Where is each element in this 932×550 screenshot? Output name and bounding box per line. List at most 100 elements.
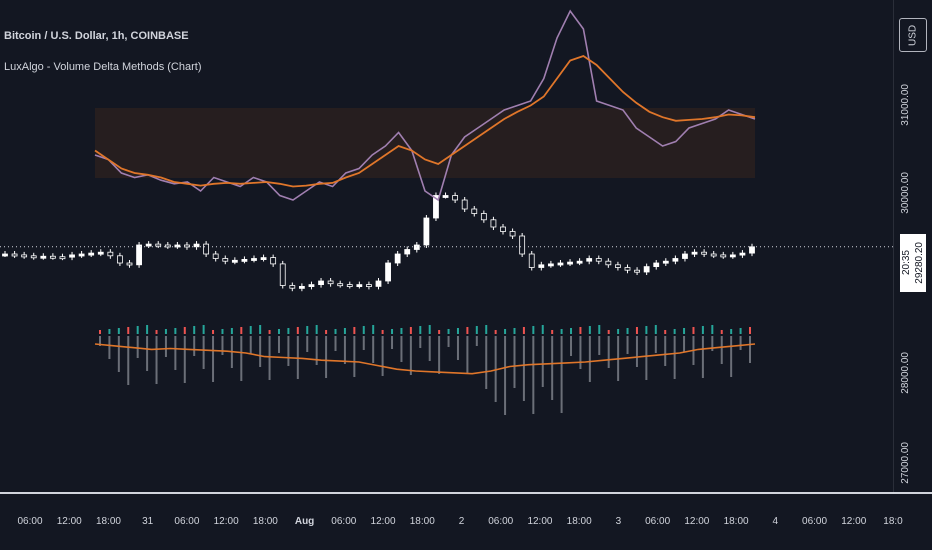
volume-bar-positive — [466, 327, 469, 334]
volume-bar-negative — [315, 336, 318, 365]
candle-body — [21, 254, 28, 258]
time-axis-label: 18:00 — [252, 516, 278, 527]
candle-body — [586, 258, 593, 262]
volume-bar-positive — [730, 329, 733, 334]
volume-bar-negative — [466, 336, 469, 373]
volume-bar-positive — [268, 330, 271, 334]
volume-bar-positive — [372, 325, 375, 334]
time-axis-label: 4 — [772, 516, 779, 527]
volume-bar-positive — [287, 328, 290, 334]
volume-bar-positive — [749, 327, 751, 334]
volume-bar-positive — [155, 330, 158, 334]
volume-bar-negative — [504, 336, 507, 415]
price-label-30000: 30000.00 — [900, 172, 911, 214]
candle-body — [519, 235, 526, 255]
candle-body — [423, 217, 430, 246]
volume-bar-negative — [277, 336, 280, 353]
candle-body — [117, 255, 123, 264]
volume-bar-positive — [296, 327, 299, 334]
candle-body — [375, 280, 382, 287]
price-label-31000: 31000.00 — [900, 84, 911, 126]
volume-bar-positive — [164, 329, 167, 334]
volume-bar-negative — [306, 336, 309, 352]
candle-body — [500, 226, 506, 232]
candle-body — [337, 283, 344, 287]
time-axis-label: Aug — [294, 516, 315, 527]
volume-bar-negative — [155, 336, 158, 384]
candle-body — [442, 195, 449, 198]
volume-bar-negative — [136, 336, 139, 358]
candle-body — [260, 257, 267, 261]
volume-bar-negative — [164, 336, 167, 357]
volume-bar-positive — [607, 330, 610, 334]
time-axis-label: 18:00 — [723, 516, 749, 527]
volume-bar-negative — [720, 336, 723, 364]
volume-bar-positive — [532, 326, 535, 334]
symbol-title[interactable]: Bitcoin / U.S. Dollar, 1h, COINBASE — [4, 30, 189, 42]
volume-bar-negative — [730, 336, 733, 377]
volume-bar-negative — [635, 336, 638, 367]
volume-bar-positive — [551, 330, 554, 334]
volume-bar-negative — [183, 336, 186, 383]
indicator-title[interactable]: LuxAlgo - Volume Delta Methods (Chart) — [4, 61, 202, 73]
candle-body — [624, 267, 631, 271]
volume-bar-negative — [117, 336, 120, 372]
volume-bar-negative — [749, 336, 751, 363]
volume-bar-negative — [673, 336, 676, 379]
candle-body — [30, 255, 37, 259]
volume-bar-positive — [353, 327, 356, 334]
volume-bar-negative — [249, 336, 252, 354]
volume-bar-negative — [240, 336, 243, 381]
candle-body — [298, 285, 305, 289]
volume-bar-positive — [183, 327, 186, 334]
time-axis-label: 06:00 — [17, 516, 43, 527]
candle-body — [78, 253, 85, 257]
volume-bar-positive — [635, 327, 638, 334]
volume-bar-positive — [127, 327, 130, 334]
candle-body — [366, 284, 372, 288]
volume-bar-positive — [626, 328, 629, 334]
last-price-value: 29280.20 — [914, 242, 925, 284]
candle-body — [567, 261, 573, 265]
volume-bar-positive — [598, 325, 601, 334]
candle-body — [356, 284, 363, 288]
volume-bar-positive — [334, 329, 337, 334]
candle-body — [643, 266, 650, 273]
time-axis-label: 06:00 — [645, 516, 671, 527]
candle-body — [749, 246, 755, 254]
last-price-badge: 29280.20 20:35 — [900, 234, 926, 292]
volume-bar-positive — [494, 330, 497, 334]
candle-body — [88, 252, 95, 256]
volume-bar-negative — [174, 336, 177, 370]
volume-bar-negative — [494, 336, 497, 402]
candle-body — [480, 213, 487, 221]
time-axis-label: 3 — [615, 516, 622, 527]
volume-bar-negative — [532, 336, 535, 414]
candle-body — [49, 255, 56, 259]
candle-body — [490, 219, 497, 228]
candle-body — [136, 244, 142, 266]
candle-body — [509, 231, 516, 237]
candle-body — [605, 260, 612, 266]
time-axis-label: 12:00 — [841, 516, 867, 527]
volume-bar-negative — [287, 336, 290, 366]
volume-bar-positive — [193, 326, 196, 334]
volume-bar-positive — [428, 325, 431, 334]
volume-bar-negative — [325, 336, 328, 378]
candle-body — [576, 260, 583, 264]
volume-bar-positive — [560, 329, 563, 334]
candle-body — [682, 253, 688, 259]
currency-button[interactable]: USD — [899, 18, 927, 52]
candle-body — [327, 280, 334, 285]
candle-body — [155, 243, 162, 247]
volume-bar-positive — [720, 330, 723, 334]
volume-bar-positive — [570, 328, 573, 334]
volume-bar-positive — [447, 329, 450, 334]
time-axis-label: 31 — [142, 516, 154, 527]
volume-bar-negative — [447, 336, 450, 347]
candle-body — [174, 244, 181, 248]
time-axis-label: 06:00 — [174, 516, 200, 527]
volume-bar-negative — [560, 336, 563, 413]
candle-body — [710, 253, 717, 257]
